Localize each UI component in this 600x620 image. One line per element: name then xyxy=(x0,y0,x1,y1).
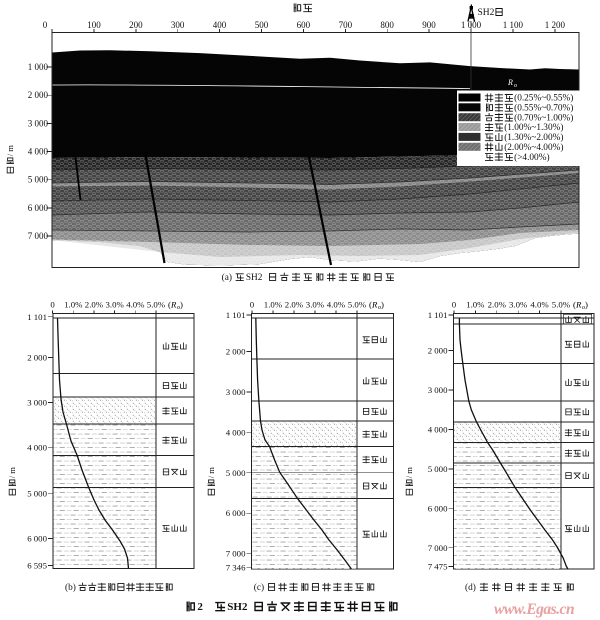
svg-text:3.0%: 3.0% xyxy=(306,300,325,310)
svg-text:o: o xyxy=(378,305,381,311)
svg-text:1 100: 1 100 xyxy=(503,20,524,30)
svg-text:SH2: SH2 xyxy=(246,273,263,283)
svg-text:900: 900 xyxy=(422,20,436,30)
svg-text:o: o xyxy=(582,305,585,311)
svg-text:7 000: 7 000 xyxy=(28,231,49,241)
svg-text:5 000: 5 000 xyxy=(27,488,47,498)
svg-text:1.0%: 1.0% xyxy=(466,300,485,310)
svg-text:3.0%: 3.0% xyxy=(509,300,528,310)
svg-text:1 101: 1 101 xyxy=(428,310,448,320)
svg-text:(2.00%~4.00%): (2.00%~4.00%) xyxy=(504,142,563,153)
svg-text:www.Egas.cn: www.Egas.cn xyxy=(494,601,574,618)
svg-text:2 000: 2 000 xyxy=(428,346,448,356)
svg-text:800: 800 xyxy=(380,20,394,30)
svg-text:400: 400 xyxy=(213,20,227,30)
svg-text:o: o xyxy=(177,305,180,311)
svg-text:(: ( xyxy=(168,300,171,310)
svg-text:1 200: 1 200 xyxy=(545,20,566,30)
svg-text:4.0%: 4.0% xyxy=(530,300,549,310)
svg-text:/ m: / m xyxy=(206,467,216,478)
svg-text:): ) xyxy=(180,300,183,310)
svg-text:7 000: 7 000 xyxy=(226,549,246,559)
svg-text:7 000: 7 000 xyxy=(428,543,448,553)
svg-text:5.0%: 5.0% xyxy=(552,300,571,310)
svg-text:0: 0 xyxy=(50,300,55,310)
svg-text:1.0%: 1.0% xyxy=(264,300,283,310)
svg-text:5 000: 5 000 xyxy=(28,175,49,185)
svg-text:4.0%: 4.0% xyxy=(126,300,145,310)
svg-text:1 101: 1 101 xyxy=(226,310,246,320)
svg-text:(: ( xyxy=(369,300,372,310)
svg-text:(0.55%~0.70%): (0.55%~0.70%) xyxy=(514,103,573,114)
svg-text:500: 500 xyxy=(255,20,269,30)
svg-text:200: 200 xyxy=(129,20,143,30)
svg-text:R: R xyxy=(170,300,177,310)
svg-text:1.0%: 1.0% xyxy=(64,300,83,310)
svg-text:0: 0 xyxy=(43,20,48,30)
svg-text:R: R xyxy=(507,78,513,87)
svg-text:1 000: 1 000 xyxy=(28,62,49,72)
svg-text:5.0%: 5.0% xyxy=(147,300,166,310)
svg-text:2.0%: 2.0% xyxy=(85,300,104,310)
svg-text:6 000: 6 000 xyxy=(27,534,47,544)
svg-text:6 000: 6 000 xyxy=(226,508,246,518)
svg-text:3 000: 3 000 xyxy=(27,398,47,408)
svg-text:SH2: SH2 xyxy=(227,601,248,613)
svg-text:(1.30%~2.00%): (1.30%~2.00%) xyxy=(504,132,563,143)
svg-text:4.0%: 4.0% xyxy=(327,300,346,310)
svg-text:(: ( xyxy=(573,300,576,310)
svg-text:4 000: 4 000 xyxy=(226,427,246,437)
svg-text:300: 300 xyxy=(171,20,185,30)
svg-text:3.0%: 3.0% xyxy=(106,300,125,310)
svg-text:3 000: 3 000 xyxy=(226,387,246,397)
svg-text:(0.25%~0.55%): (0.25%~0.55%) xyxy=(514,93,573,104)
svg-text:1 101: 1 101 xyxy=(27,312,47,322)
svg-text:/ m: / m xyxy=(5,145,15,156)
svg-text:4 000: 4 000 xyxy=(27,443,47,453)
svg-text:3 000: 3 000 xyxy=(428,385,448,395)
svg-text:2 000: 2 000 xyxy=(27,352,47,362)
svg-text:6 000: 6 000 xyxy=(428,503,448,513)
svg-text:0: 0 xyxy=(250,300,255,310)
svg-text:(1.00%~1.30%): (1.00%~1.30%) xyxy=(504,122,563,133)
svg-text:(d): (d) xyxy=(465,582,476,593)
svg-text:o: o xyxy=(514,83,517,89)
svg-text:): ) xyxy=(585,300,588,310)
svg-text:7 475: 7 475 xyxy=(428,562,448,572)
svg-text:): ) xyxy=(381,300,384,310)
svg-text:6 000: 6 000 xyxy=(28,203,49,213)
svg-text:2.0%: 2.0% xyxy=(285,300,304,310)
svg-text:(c): (c) xyxy=(254,582,264,593)
svg-text:700: 700 xyxy=(339,20,353,30)
svg-text:/ m: / m xyxy=(7,467,17,478)
svg-text:2: 2 xyxy=(197,601,203,613)
svg-text:(0.70%~1.00%): (0.70%~1.00%) xyxy=(514,112,573,123)
svg-text:600: 600 xyxy=(297,20,311,30)
svg-text:7 346: 7 346 xyxy=(226,563,246,573)
svg-text:(>4.00%): (>4.00%) xyxy=(514,152,549,163)
svg-text:2.0%: 2.0% xyxy=(488,300,507,310)
svg-text:5 000: 5 000 xyxy=(226,468,246,478)
svg-text:4 000: 4 000 xyxy=(428,424,448,434)
svg-text:SH2: SH2 xyxy=(478,8,495,18)
svg-text:(b): (b) xyxy=(65,582,76,593)
svg-text:R: R xyxy=(371,300,378,310)
svg-text:0: 0 xyxy=(452,300,457,310)
svg-text:5 000: 5 000 xyxy=(428,464,448,474)
svg-text:4 000: 4 000 xyxy=(28,147,49,157)
svg-text:5.0%: 5.0% xyxy=(348,300,367,310)
svg-text:6 595: 6 595 xyxy=(27,561,47,571)
svg-text:R: R xyxy=(575,300,582,310)
svg-text:3 000: 3 000 xyxy=(28,118,49,128)
svg-text:2 000: 2 000 xyxy=(28,90,49,100)
svg-text:/ m: / m xyxy=(404,467,414,478)
svg-text:(a): (a) xyxy=(222,272,232,283)
svg-text:2 000: 2 000 xyxy=(226,346,246,356)
svg-text:100: 100 xyxy=(87,20,101,30)
